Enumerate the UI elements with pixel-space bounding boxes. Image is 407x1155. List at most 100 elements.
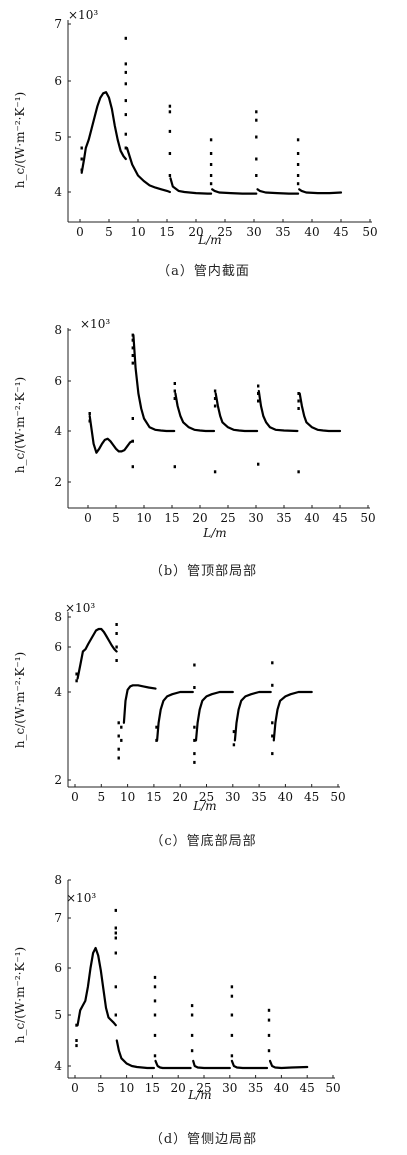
panel-c: ×10³ h_c/(W·m⁻²·K⁻¹) L/m 0 5 10 15 20 25 30 35 4… bbox=[0, 590, 407, 870]
data-point bbox=[271, 721, 274, 725]
series-line-segment bbox=[230, 1059, 269, 1070]
series-line-segment bbox=[272, 690, 313, 742]
data-point bbox=[296, 138, 300, 142]
data-point bbox=[114, 931, 117, 935]
data-point bbox=[75, 672, 78, 676]
data-point bbox=[153, 985, 157, 989]
x-axis-label: L/m bbox=[192, 799, 216, 813]
data-point bbox=[114, 985, 117, 989]
x-tick-label: 5 bbox=[112, 511, 120, 525]
x-tick-label: 45 bbox=[332, 511, 347, 525]
x-tick-label: 15 bbox=[145, 1081, 160, 1095]
data-point bbox=[124, 36, 127, 40]
data-point bbox=[296, 182, 300, 186]
y-tick-label: 6 bbox=[54, 374, 62, 388]
caption-d: （d）管侧边局部 bbox=[149, 1132, 258, 1147]
caption-a: （a）管内截面 bbox=[157, 264, 250, 279]
data-point bbox=[190, 1013, 194, 1017]
data-point bbox=[124, 99, 127, 103]
x-tick-label: 45 bbox=[300, 1081, 315, 1095]
data-point bbox=[213, 397, 217, 400]
chart-a: ×10³ h_c/(W·m⁻²·K⁻¹) L/m 0 5 10 15 20 25 30 35 4… bbox=[13, 8, 378, 247]
data-point bbox=[193, 760, 196, 764]
data-point bbox=[117, 747, 120, 751]
data-point bbox=[131, 417, 134, 420]
data-point bbox=[114, 1013, 117, 1017]
data-point bbox=[267, 1008, 271, 1012]
data-point bbox=[153, 975, 157, 979]
data-point bbox=[124, 62, 127, 66]
data-point bbox=[267, 1018, 271, 1022]
data-point bbox=[88, 412, 91, 415]
data-point bbox=[75, 1023, 78, 1027]
y-tick-label: 4 bbox=[54, 685, 62, 699]
panel-a: ×10³ h_c/(W·m⁻²·K⁻¹) L/m 0 5 10 15 20 25 30 35 4… bbox=[0, 0, 407, 290]
series-line-segment bbox=[298, 188, 343, 195]
data-point bbox=[296, 174, 300, 177]
series-line-segment bbox=[125, 146, 171, 194]
y-tick-label: 6 bbox=[54, 961, 62, 975]
data-point bbox=[75, 1044, 78, 1048]
data-point bbox=[124, 70, 127, 74]
y-multiplier: ×10³ bbox=[80, 317, 110, 331]
x-tick-label: 15 bbox=[164, 511, 179, 525]
data-point bbox=[255, 110, 258, 114]
series-line-segment bbox=[76, 946, 117, 1027]
data-point bbox=[257, 384, 260, 388]
data-point bbox=[80, 168, 83, 172]
x-tick-label: 0 bbox=[84, 511, 92, 525]
y-axis-label: h_c/(W·m⁻²·K⁻¹) bbox=[13, 377, 27, 473]
data-point bbox=[153, 1033, 157, 1037]
series-line-segment bbox=[174, 392, 216, 433]
data-point bbox=[296, 163, 300, 166]
data-point bbox=[230, 1033, 234, 1037]
data-point bbox=[193, 752, 196, 756]
data-point bbox=[131, 346, 134, 350]
series-line-segment bbox=[192, 1059, 231, 1070]
x-tick-label: 35 bbox=[248, 1081, 263, 1095]
caption-c: （c）管底部局部 bbox=[150, 834, 257, 849]
x-tick-label: 50 bbox=[360, 511, 375, 525]
data-point bbox=[255, 118, 258, 122]
data-point bbox=[114, 951, 117, 955]
x-tick-label: 35 bbox=[275, 225, 290, 239]
y-tick-label: 5 bbox=[54, 1008, 62, 1022]
data-point bbox=[75, 1039, 78, 1042]
x-axis-label: L/m bbox=[197, 233, 221, 247]
caption-b: （b）管顶部局部 bbox=[149, 564, 258, 579]
x-tick-label: 20 bbox=[188, 225, 203, 239]
series-line-segment bbox=[156, 690, 194, 742]
x-tick-label: 45 bbox=[304, 790, 319, 804]
series-line-segment bbox=[154, 1059, 192, 1070]
series-line-segment bbox=[132, 333, 176, 433]
data-point bbox=[232, 743, 236, 747]
x-tick-label: 15 bbox=[159, 225, 174, 239]
x-tick-label: 50 bbox=[330, 790, 345, 804]
x-tick-label: 50 bbox=[362, 225, 377, 239]
series-line-segment bbox=[194, 690, 234, 742]
x-tick-label: 45 bbox=[333, 225, 348, 239]
data-point bbox=[193, 738, 196, 742]
x-tick-label: 10 bbox=[120, 790, 135, 804]
y-tick-label: 8 bbox=[54, 610, 62, 624]
data-point bbox=[209, 138, 213, 142]
x-tick-label: 40 bbox=[304, 511, 319, 525]
chart-d: ×10³ h_c/(W·m⁻²·K⁻¹) L/m 0 5 10 15 20 25 30 35 4… bbox=[13, 873, 341, 1102]
data-point bbox=[75, 679, 78, 683]
data-point bbox=[124, 82, 127, 86]
series-line-segment bbox=[76, 627, 118, 680]
y-tick-label: 8 bbox=[54, 873, 62, 887]
data-point bbox=[131, 465, 134, 469]
x-tick-label: 15 bbox=[146, 790, 161, 804]
panel-d: ×10³ h_c/(W·m⁻²·K⁻¹) L/m 0 5 10 15 20 25 30 35 4… bbox=[0, 870, 407, 1155]
data-point bbox=[271, 752, 274, 756]
y-axis-label: h_c/(W·m⁻²·K⁻¹) bbox=[13, 652, 27, 748]
data-point bbox=[296, 152, 300, 155]
x-tick-label: 35 bbox=[251, 790, 266, 804]
x-tick-label: 35 bbox=[276, 511, 291, 525]
data-point bbox=[267, 1033, 271, 1037]
series-line-segment bbox=[256, 188, 300, 195]
y-tick-label: 7 bbox=[54, 17, 62, 31]
x-tick-label: 25 bbox=[199, 790, 214, 804]
x-tick-label: 40 bbox=[304, 225, 319, 239]
